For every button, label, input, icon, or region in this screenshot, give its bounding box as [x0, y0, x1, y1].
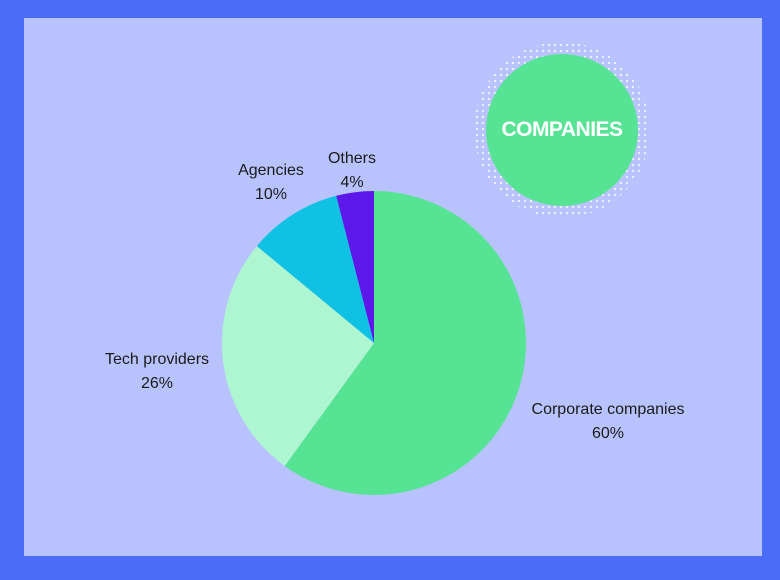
- slice-label: Agencies: [238, 162, 304, 179]
- pie-slice-tech-providers: [222, 246, 374, 466]
- slice-value-label: 26%: [141, 375, 173, 392]
- pie-slice-agencies: [256, 195, 374, 343]
- slice-label: Corporate companies: [532, 401, 685, 418]
- pie-slice-others: [336, 191, 374, 343]
- badge-title: COMPANIES: [501, 118, 623, 141]
- slice-label: Others: [328, 150, 376, 167]
- companies-badge: COMPANIES: [486, 54, 638, 206]
- slice-value-label: 60%: [592, 425, 624, 442]
- pie-slice-corporate-companies: [284, 191, 526, 496]
- slice-label: Tech providers: [105, 351, 209, 368]
- slice-value-label: 10%: [255, 186, 287, 203]
- slice-value-label: 4%: [340, 174, 363, 191]
